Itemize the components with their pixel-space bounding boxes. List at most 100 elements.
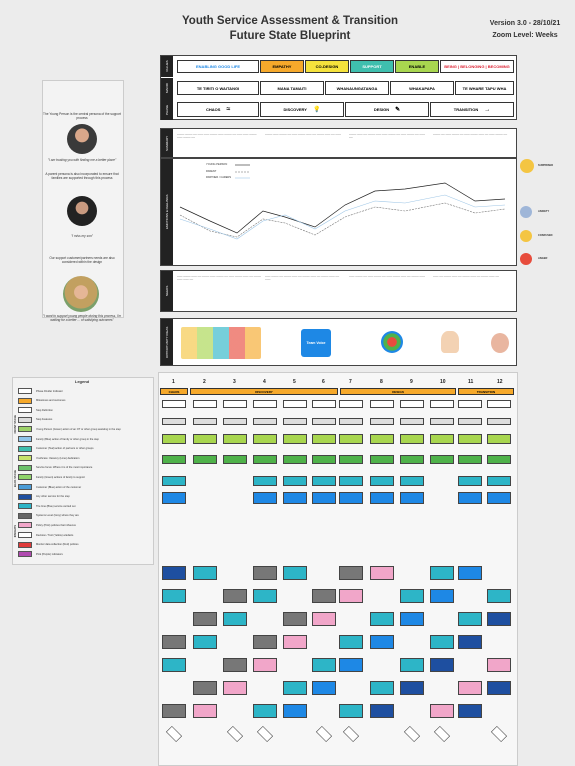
step-number: 4 [263, 379, 266, 385]
blueprint-card [400, 400, 424, 408]
system-card [162, 658, 186, 672]
legend-swatch [18, 503, 32, 510]
blueprint-card [253, 476, 277, 486]
blueprint-card [253, 400, 277, 408]
legend-item: Customer (Blue) action of the customer [18, 484, 81, 490]
legend-item-label: Customer (Teal) action of partners or ot… [36, 447, 94, 451]
blueprint-card [458, 455, 482, 464]
phase-bar: CHAOS DISCOVERY DESIGN TRANSITION [160, 388, 514, 396]
system-card [253, 658, 277, 672]
summary-design: ──── ─── ── ──── ─── ─── ──── ── ─── ───… [349, 133, 425, 140]
blueprint-card [253, 492, 277, 504]
principle-3: CO-DESIGN [305, 60, 349, 73]
principles-panel: VALUES MAORI PHASE ENABLING GOOD LIFE EM… [160, 55, 517, 120]
system-card [400, 681, 424, 695]
system-card [162, 635, 186, 649]
persona-2-caption: A parent persona is also incorporated to… [45, 172, 119, 180]
version-info: Version 3.0 - 28/10/21 Zoom Level: Weeks [489, 20, 561, 39]
blueprint-card [400, 455, 424, 464]
ideas-label: OPPORTUNITY IDEAS [161, 319, 173, 365]
legend-item-label: Service focus: Where it is of the most i… [36, 466, 93, 470]
system-card [339, 589, 363, 603]
anger-emoji-icon [520, 253, 532, 265]
system-card [162, 704, 186, 718]
legend-swatch [18, 532, 32, 538]
system-card [370, 681, 394, 695]
system-card [223, 589, 247, 603]
blueprint-card [458, 400, 482, 408]
back-stage-label: BACK STAGE [14, 470, 17, 487]
blueprint-card [487, 400, 511, 408]
legend-item-label: Pink (Purple) indicators [36, 552, 63, 556]
blueprint-card [370, 400, 394, 408]
blueprint-card [162, 434, 186, 444]
system-card [400, 658, 424, 672]
legend-swatch [18, 416, 32, 423]
blueprint-card [253, 418, 277, 425]
summary-chaos: ──── ──── ── ─── ─── ──── ─── ──── ── ──… [177, 133, 257, 140]
system-card [430, 658, 454, 672]
legend-item: Decision / Tool (Yellow) artefacts [18, 532, 73, 538]
system-card [253, 589, 277, 603]
blueprint-card [193, 418, 217, 425]
person-avatar-icon [441, 331, 459, 353]
blueprint-card [370, 455, 394, 464]
system-card [370, 612, 394, 626]
legend-item: Young Person (Green) action of an OT or … [18, 426, 121, 433]
blueprint-card [162, 476, 186, 486]
summary-row: SUMMARY ──── ──── ── ─── ─── ──── ─── ──… [160, 128, 517, 158]
blueprint-card [370, 476, 394, 486]
system-card [253, 566, 277, 580]
legend-item-label: Decision / Tool (Yellow) artefacts [36, 533, 74, 537]
principle-4: SUPPORT [350, 60, 394, 73]
principle-1: ENABLING GOOD LIFE [177, 60, 259, 73]
legend-item: Policy (Pink) policies that influence [18, 522, 76, 529]
needs-chaos: ─── ──── ─── ── ──── ─── ──── ── ─── ───… [177, 275, 261, 282]
ideas-row: OPPORTUNITY IDEAS Team Voice [160, 318, 517, 366]
system-card [162, 566, 186, 580]
step-number: 3 [233, 379, 236, 385]
system-card [193, 635, 217, 649]
system-card [487, 681, 511, 695]
needs-design: ─── ──── ── ─── ──── ── ─── ──── ─── ── … [349, 275, 425, 278]
system-card [400, 589, 424, 603]
persona-2-quote: "I miss my son" [71, 234, 93, 238]
blueprint-card [458, 476, 482, 486]
legend-item: Step Definition [18, 407, 53, 414]
legend-title: Legend [74, 379, 90, 384]
team-voice-logo: Team Voice [301, 329, 331, 357]
blueprint-card [283, 400, 307, 408]
legend-item-label: Youthcare: Vacancy (Lime) dedication [36, 456, 80, 460]
blueprint-card [339, 400, 363, 408]
legend-swatch [18, 512, 32, 519]
maori-3: WHANAUNGATANGA [325, 81, 389, 95]
legend-young-person: YOUNG PERSON [206, 163, 228, 166]
legend-item: Customer (Teal) action of partners or ot… [18, 445, 94, 452]
blueprint-card [487, 492, 511, 504]
arrow-icon: → [484, 106, 491, 113]
blueprint-card [339, 455, 363, 464]
legend-swatch [18, 484, 32, 490]
blueprint-card [162, 418, 186, 425]
emotion-label-anxiety: ANXIETY [538, 210, 550, 213]
blueprint-card [283, 418, 307, 425]
summary-label: SUMMARY [161, 129, 173, 157]
row-label: MAORI [161, 78, 173, 99]
blueprint-card [223, 455, 247, 464]
persona-1-quote: "I am trusting you with finding me a bet… [47, 158, 117, 162]
system-card [339, 566, 363, 580]
blueprint-card [400, 418, 424, 425]
needs-discovery: ─── ──── ── ──── ─── ── ──── ─── ── ────… [265, 275, 340, 282]
legend-item-label: Customer (Blue) action of the customer [36, 485, 82, 489]
blueprint-card [487, 455, 511, 464]
legend-item: Milestones and outcomes [18, 397, 65, 404]
legend-item: Any other service for the step [18, 493, 70, 500]
legend-item: Phase Divider Indicator [18, 388, 63, 394]
step-number: 5 [293, 379, 296, 385]
lightbulb-icon: 💡 [312, 107, 321, 113]
blueprint-card [223, 400, 247, 408]
system-card [283, 566, 307, 580]
system-card [223, 681, 247, 695]
maori-5: TE WHARE TAPU WHA [455, 81, 514, 95]
system-card [458, 635, 482, 649]
